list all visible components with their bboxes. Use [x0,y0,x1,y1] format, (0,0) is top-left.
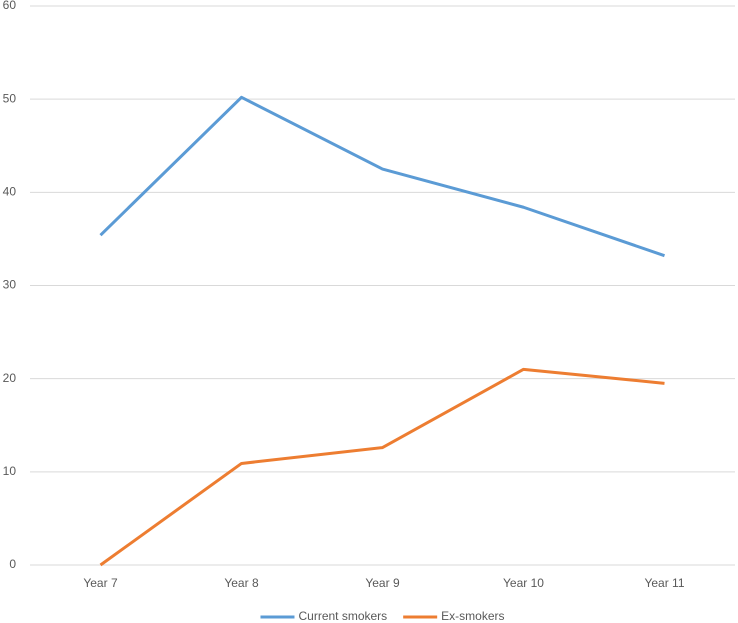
x-tick-label: Year 7 [83,576,118,590]
x-tick-label: Year 10 [503,576,544,590]
y-tick-label: 20 [3,371,17,385]
x-tick-label: Year 9 [365,576,400,590]
x-tick-label: Year 11 [644,576,684,590]
y-tick-label: 0 [9,557,16,571]
legend-label: Current smokers [298,609,387,623]
x-tick-label: Year 8 [224,576,259,590]
y-tick-label: 50 [3,91,17,105]
y-tick-label: 10 [3,464,17,478]
series-line [99,95,665,258]
y-tick-label: 60 [3,0,17,12]
y-tick-label: 30 [3,278,17,292]
series-line [99,367,665,567]
legend-label: Ex-smokers [441,609,504,623]
y-tick-label: 40 [3,185,17,199]
